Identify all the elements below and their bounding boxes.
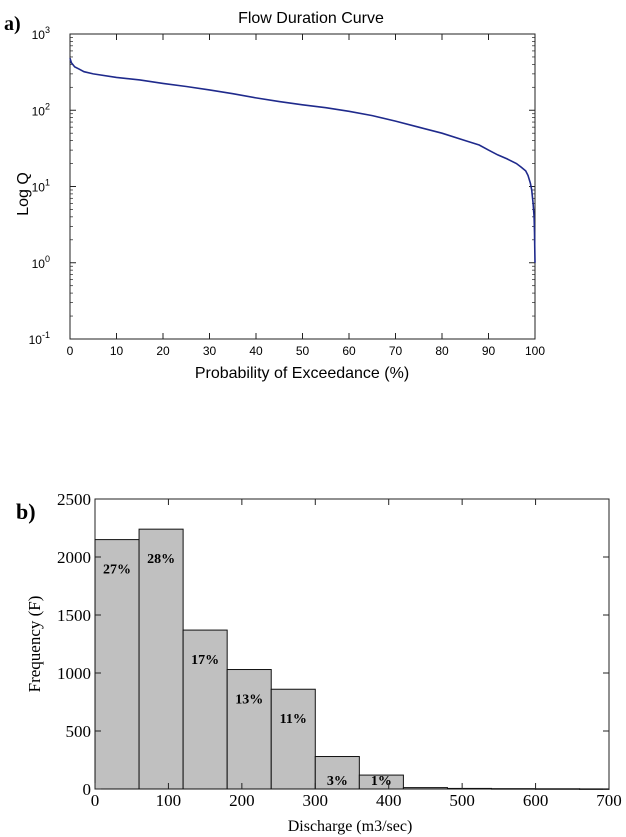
x-tick-label-a: 50	[296, 344, 310, 358]
y-axis-label-a: Log Q	[15, 172, 32, 216]
y-axis-label-b: Frequency (F)	[25, 596, 44, 693]
bar-percent-label: 3%	[327, 774, 348, 789]
y-tick-exponent: 1	[45, 178, 50, 188]
x-tick-label-a: 10	[110, 344, 124, 358]
bar-percent-label: 1%	[371, 774, 392, 789]
y-tick-label-a: 10-1	[29, 330, 50, 347]
histogram-bar	[446, 787, 493, 790]
y-tick-base: 10	[32, 181, 46, 195]
x-tick-label-b: 400	[376, 791, 402, 810]
histogram-bar	[491, 788, 537, 790]
y-tick-label-b: 1500	[57, 606, 91, 625]
bar-percent-label: 27%	[103, 563, 131, 578]
flow-duration-line	[69, 58, 536, 263]
y-tick-label-a: 101	[32, 178, 50, 195]
flow-duration-panel: a) Flow Duration Curve Probability of Ex…	[4, 10, 545, 382]
histogram-bar	[314, 756, 360, 790]
y-tick-base: 10	[32, 28, 46, 42]
panel-label-b: b)	[16, 499, 36, 524]
y-tick-label-a: 102	[32, 101, 50, 118]
y-tick-label-a: 103	[32, 25, 50, 42]
x-tick-label-b: 500	[449, 791, 475, 810]
y-tick-base: 10	[32, 104, 46, 118]
y-tick-base: 10	[32, 257, 46, 271]
x-tick-label-a: 40	[249, 344, 263, 358]
histogram-bar	[535, 788, 581, 790]
histogram-bar	[138, 528, 184, 790]
x-axis-label-b: Discharge (m3/sec)	[288, 818, 413, 835]
y-tick-exponent: 0	[45, 254, 50, 264]
x-tick-label-b: 0	[91, 791, 100, 810]
y-tick-exponent: 2	[45, 101, 50, 111]
x-tick-label-b: 600	[523, 791, 549, 810]
x-tick-label-a: 70	[389, 344, 403, 358]
y-tick-label-b: 2000	[57, 548, 91, 567]
bar-percent-label: 17%	[191, 653, 219, 668]
x-tick-label-b: 200	[229, 791, 255, 810]
x-tick-label-a: 30	[203, 344, 217, 358]
y-tick-label-b: 1000	[57, 664, 91, 683]
x-tick-label-a: 80	[435, 344, 449, 358]
x-tick-label-a: 100	[525, 344, 545, 358]
y-tick-label-a: 100	[32, 254, 50, 271]
histogram-panel: b) Discharge (m3/sec) Frequency (F) 27% 2…	[16, 490, 622, 835]
y-tick-base: 10	[29, 333, 43, 347]
bar-percent-label: 28%	[147, 552, 175, 567]
chart-title: Flow Duration Curve	[238, 10, 384, 27]
bar-percent-label: 11%	[280, 712, 307, 727]
histogram-bar	[270, 688, 316, 790]
y-tick-label-b: 2500	[57, 490, 91, 509]
x-tick-label-a: 60	[342, 344, 356, 358]
histogram-bar	[358, 774, 404, 790]
x-tick-label-b: 700	[596, 791, 622, 810]
x-tick-label-a: 20	[156, 344, 170, 358]
panel-label-a: a)	[4, 13, 21, 35]
histogram-bar	[94, 539, 140, 790]
plot-frame-a	[69, 33, 536, 340]
y-tick-label-b: 500	[66, 722, 92, 741]
x-tick-label-b: 100	[156, 791, 182, 810]
x-tick-label-a: 90	[482, 344, 496, 358]
y-tick-label-b: 0	[83, 780, 92, 799]
bar-percent-label: 13%	[235, 693, 263, 708]
x-tick-label-b: 300	[303, 791, 329, 810]
y-tick-exponent: -1	[42, 330, 50, 340]
x-axis-label-a: Probability of Exceedance (%)	[195, 365, 409, 382]
x-tick-label-a: 0	[67, 344, 74, 358]
y-tick-exponent: 3	[45, 25, 50, 35]
histogram-bar	[402, 787, 448, 790]
histogram-bar	[226, 669, 272, 790]
